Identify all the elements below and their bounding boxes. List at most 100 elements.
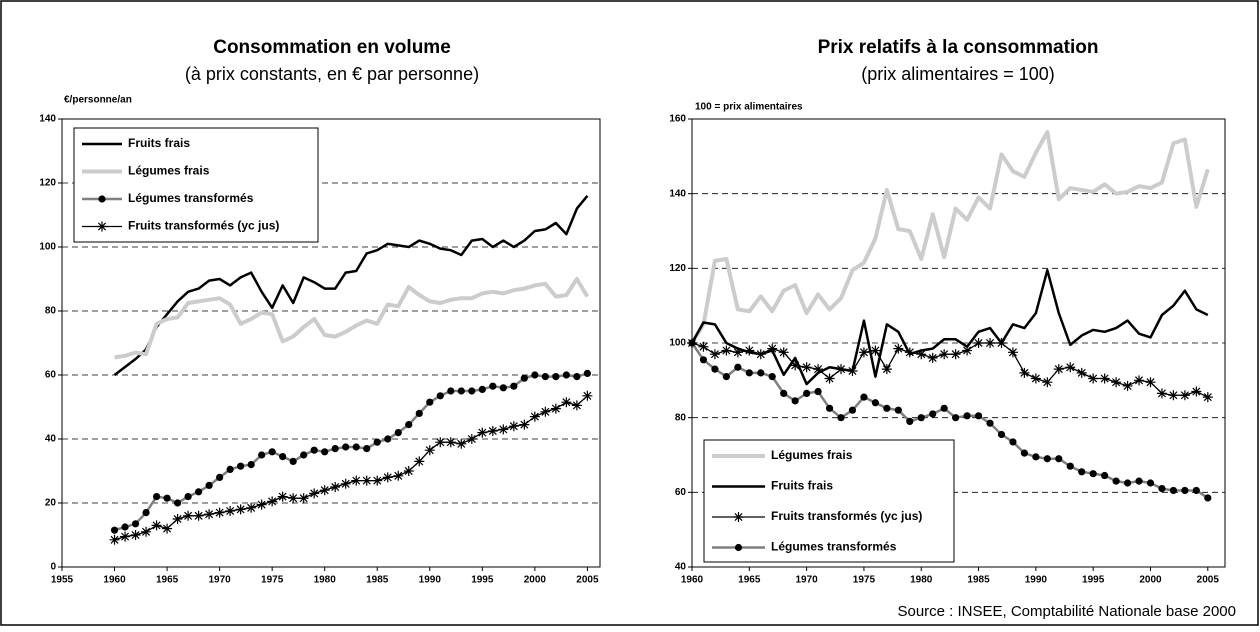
- marker: [1134, 375, 1145, 386]
- x-tick-label: 1970: [208, 575, 231, 586]
- marker: [755, 349, 766, 360]
- marker: [962, 345, 973, 356]
- y-tick-label: 60: [45, 370, 57, 381]
- marker: [361, 475, 372, 486]
- marker: [172, 514, 183, 524]
- marker: [1030, 373, 1041, 384]
- legend-marker: [733, 512, 744, 522]
- marker: [757, 369, 765, 377]
- marker: [1169, 486, 1178, 495]
- marker: [121, 523, 129, 531]
- marker: [1146, 479, 1155, 487]
- y-tick-label: 100: [669, 338, 686, 349]
- y-tick-label: 100: [39, 242, 56, 253]
- marker: [246, 502, 257, 513]
- marker: [142, 508, 150, 517]
- marker: [904, 347, 915, 358]
- marker: [130, 530, 141, 540]
- marker: [837, 414, 845, 422]
- marker: [734, 363, 742, 371]
- marker: [848, 406, 857, 414]
- marker: [120, 531, 131, 542]
- marker: [510, 382, 518, 390]
- marker: [519, 419, 530, 430]
- x-tick-label: 1975: [853, 575, 876, 586]
- marker: [372, 475, 383, 486]
- marker: [860, 393, 868, 401]
- marker: [258, 451, 266, 459]
- x-tick-label: 1995: [1082, 575, 1105, 586]
- legend-label: Légumes frais: [128, 164, 210, 178]
- marker: [997, 430, 1006, 439]
- marker: [256, 499, 267, 510]
- marker: [1181, 486, 1189, 495]
- marker: [963, 412, 971, 420]
- legend-box: [703, 439, 955, 563]
- legend-label: Fruits frais: [128, 136, 190, 150]
- marker: [478, 385, 486, 393]
- marker: [477, 427, 488, 438]
- marker: [298, 493, 309, 504]
- chart-title: Consommation en volume: [213, 37, 451, 58]
- series-line: [691, 342, 1209, 398]
- source: Source : INSEE, Comptabilité Nationale b…: [897, 603, 1236, 620]
- marker: [193, 510, 204, 521]
- marker: [373, 438, 381, 446]
- marker: [531, 371, 539, 379]
- y-axis-label: 100 = prix alimentaires: [695, 102, 803, 113]
- marker: [247, 461, 255, 469]
- marker: [768, 373, 776, 381]
- marker: [1066, 462, 1074, 470]
- marker: [744, 345, 755, 356]
- marker: [1101, 471, 1109, 480]
- marker: [529, 411, 540, 422]
- marker: [205, 481, 213, 489]
- marker: [435, 437, 446, 448]
- marker: [583, 369, 591, 377]
- series-line: [114, 395, 588, 541]
- marker: [801, 362, 812, 373]
- marker: [141, 526, 152, 537]
- legend-label: Légumes transformés: [128, 191, 254, 205]
- marker: [813, 364, 824, 375]
- marker: [330, 482, 341, 492]
- y-tick-label: 80: [45, 306, 57, 317]
- marker: [162, 523, 173, 534]
- marker: [331, 445, 339, 453]
- marker: [415, 409, 423, 417]
- marker: [235, 504, 246, 515]
- marker: [791, 397, 799, 405]
- marker: [110, 526, 119, 534]
- marker: [195, 488, 203, 496]
- legend-box: [73, 127, 319, 243]
- marker: [310, 446, 318, 454]
- marker: [426, 398, 434, 406]
- marker: [1032, 453, 1040, 461]
- marker: [183, 510, 194, 521]
- marker: [1145, 377, 1156, 388]
- x-tick-label: 1990: [419, 575, 442, 586]
- marker: [1168, 390, 1179, 401]
- marker: [778, 347, 789, 358]
- series-line: [113, 195, 589, 376]
- marker: [300, 451, 308, 459]
- marker: [986, 419, 994, 427]
- marker: [881, 364, 892, 375]
- marker: [790, 360, 801, 371]
- marker: [267, 496, 278, 507]
- marker: [571, 400, 582, 411]
- marker: [226, 465, 234, 473]
- marker: [1135, 477, 1143, 485]
- marker: [1078, 468, 1086, 476]
- marker: [109, 534, 120, 545]
- marker: [582, 390, 593, 401]
- marker: [894, 406, 902, 414]
- marker: [288, 493, 299, 504]
- marker: [824, 373, 835, 384]
- marker: [436, 392, 444, 400]
- marker: [883, 404, 891, 412]
- legend-label: Légumes frais: [771, 448, 853, 462]
- marker: [309, 488, 320, 499]
